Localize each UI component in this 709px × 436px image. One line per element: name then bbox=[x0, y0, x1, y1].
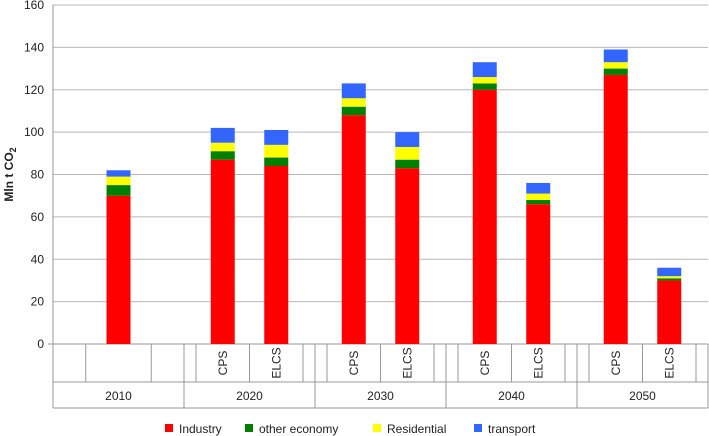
bar-segment-transport bbox=[603, 49, 628, 63]
y-tick-label: 140 bbox=[24, 40, 44, 54]
y-tick-label: 120 bbox=[24, 83, 44, 97]
bar-segment-other-economy bbox=[603, 68, 628, 75]
bar-segment-industry bbox=[264, 166, 289, 344]
bar-segment-transport bbox=[657, 267, 682, 277]
bar-segment-industry bbox=[341, 115, 366, 344]
bar-segment-residential bbox=[472, 77, 497, 84]
y-tick-label: 60 bbox=[31, 210, 45, 224]
bar-segment-industry bbox=[106, 195, 131, 344]
y-tick-label: 100 bbox=[24, 125, 44, 139]
bar-segment-other-economy bbox=[106, 185, 131, 196]
bar-segment-industry bbox=[472, 89, 497, 344]
bar-segment-other-economy bbox=[657, 278, 682, 281]
legend-swatch bbox=[373, 424, 381, 432]
bar-segment-transport bbox=[106, 170, 131, 177]
year-label: 2020 bbox=[236, 389, 263, 403]
legend-label: transport bbox=[488, 422, 536, 436]
scenario-label: ELCS bbox=[662, 347, 676, 378]
bar-segment-industry bbox=[526, 204, 551, 344]
bar-segment-other-economy bbox=[210, 151, 235, 160]
legend-swatch bbox=[474, 424, 482, 432]
bar-segment-residential bbox=[657, 276, 682, 279]
scenario-label: CPS bbox=[216, 351, 230, 376]
legend: Industry other economy Residential transpor… bbox=[165, 422, 536, 436]
scenario-label: CPS bbox=[478, 351, 492, 376]
year-label: 2010 bbox=[105, 389, 132, 403]
y-axis-label-text: Mln t CO bbox=[2, 152, 16, 201]
bar-segment-other-economy bbox=[395, 159, 420, 169]
scenario-label: CPS bbox=[347, 351, 361, 376]
scenario-label: ELCS bbox=[269, 347, 283, 378]
bars bbox=[106, 49, 682, 344]
bar-segment-industry bbox=[657, 280, 682, 344]
scenario-label: ELCS bbox=[400, 347, 414, 378]
legend-label: Industry bbox=[179, 422, 222, 436]
bar-segment-residential bbox=[210, 142, 235, 152]
bar-segment-transport bbox=[210, 127, 235, 143]
bar-segment-residential bbox=[603, 62, 628, 69]
y-tick-label: 0 bbox=[37, 337, 44, 351]
scenario-label: ELCS bbox=[531, 347, 545, 378]
bar-segment-residential bbox=[341, 98, 366, 107]
legend-label: Residential bbox=[387, 422, 446, 436]
y-tick-label: 160 bbox=[24, 0, 44, 12]
bar-segment-other-economy bbox=[472, 83, 497, 90]
scenario-label: CPS bbox=[609, 351, 623, 376]
bar-segment-other-economy bbox=[526, 199, 551, 205]
legend-swatch bbox=[245, 424, 253, 432]
y-axis-ticks: 0 20 40 60 80 100 120 140 160 bbox=[24, 0, 44, 351]
gridlines bbox=[53, 4, 708, 303]
y-tick-label: 80 bbox=[31, 168, 45, 182]
bar-segment-industry bbox=[210, 159, 235, 344]
bar-segment-other-economy bbox=[264, 157, 289, 167]
category-axis: 2010 CPS ELCS 2020 CPS ELCS 2030 CPS ELCS 2040 CPS… bbox=[105, 347, 676, 403]
year-label: 2030 bbox=[367, 389, 394, 403]
bar-segment-residential bbox=[395, 146, 420, 160]
bar-segment-residential bbox=[106, 176, 131, 186]
bar-segment-transport bbox=[472, 62, 497, 78]
bar-segment-transport bbox=[526, 182, 551, 194]
bar-segment-other-economy bbox=[341, 106, 366, 116]
y-axis-label-subscript: 2 bbox=[8, 147, 18, 152]
year-label: 2050 bbox=[629, 389, 656, 403]
bar-segment-transport bbox=[264, 130, 289, 145]
bar-segment-industry bbox=[603, 74, 628, 344]
bar-segment-industry bbox=[395, 168, 420, 344]
bar-segment-transport bbox=[395, 132, 420, 147]
y-axis-label: Mln t CO2 bbox=[2, 147, 18, 201]
y-tick-label: 20 bbox=[31, 295, 45, 309]
axes bbox=[48, 5, 709, 409]
legend-swatch bbox=[165, 424, 173, 432]
y-tick-label: 40 bbox=[31, 252, 45, 266]
year-label: 2040 bbox=[498, 389, 525, 403]
bar-segment-transport bbox=[341, 83, 366, 99]
legend-label: other economy bbox=[259, 422, 338, 436]
bar-segment-residential bbox=[526, 193, 551, 200]
bar-segment-residential bbox=[264, 144, 289, 158]
